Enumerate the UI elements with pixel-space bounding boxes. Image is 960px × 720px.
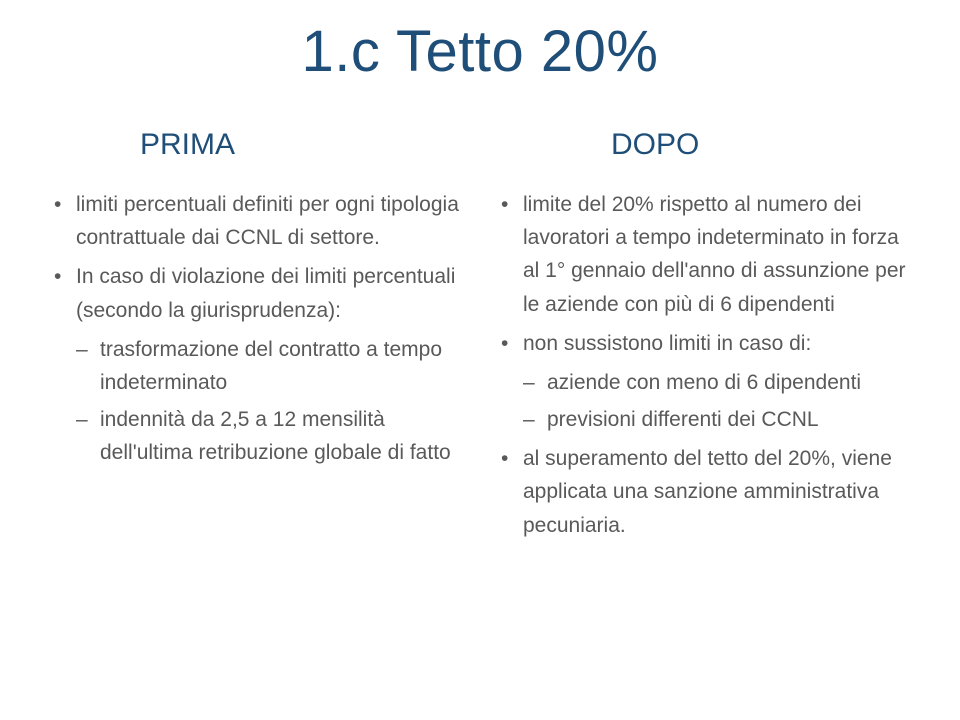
list-item: previsioni differenti dei CCNL bbox=[523, 403, 908, 436]
page-title: 1.c Tetto 20% bbox=[0, 18, 960, 85]
columns-container: PRIMA limiti percentuali definiti per og… bbox=[52, 128, 908, 548]
list-item: limite del 20% rispetto al numero dei la… bbox=[499, 188, 908, 321]
list-item: In caso di violazione dei limiti percent… bbox=[52, 260, 461, 469]
sublist: trasformazione del contratto a tempo ind… bbox=[76, 333, 461, 470]
column-before: PRIMA limiti percentuali definiti per og… bbox=[52, 128, 461, 548]
list-prima: limiti percentuali definiti per ogni tip… bbox=[52, 188, 461, 469]
list-item: trasformazione del contratto a tempo ind… bbox=[76, 333, 461, 399]
list-dopo: limite del 20% rispetto al numero dei la… bbox=[499, 188, 908, 542]
list-item-text: non sussistono limiti in caso di: bbox=[523, 332, 811, 355]
list-item: aziende con meno di 6 dipendenti bbox=[523, 366, 908, 399]
column-after: DOPO limite del 20% rispetto al numero d… bbox=[499, 128, 908, 548]
list-item: limiti percentuali definiti per ogni tip… bbox=[52, 188, 461, 254]
column-header-prima: PRIMA bbox=[140, 128, 461, 162]
column-header-dopo: DOPO bbox=[611, 128, 908, 162]
list-item: non sussistono limiti in caso di: aziend… bbox=[499, 327, 908, 437]
list-item: al superamento del tetto del 20%, viene … bbox=[499, 442, 908, 542]
sublist: aziende con meno di 6 dipendenti previsi… bbox=[523, 366, 908, 436]
list-item-text: In caso di violazione dei limiti percent… bbox=[76, 265, 455, 321]
list-item: indennità da 2,5 a 12 mensilità dell'ult… bbox=[76, 403, 461, 469]
